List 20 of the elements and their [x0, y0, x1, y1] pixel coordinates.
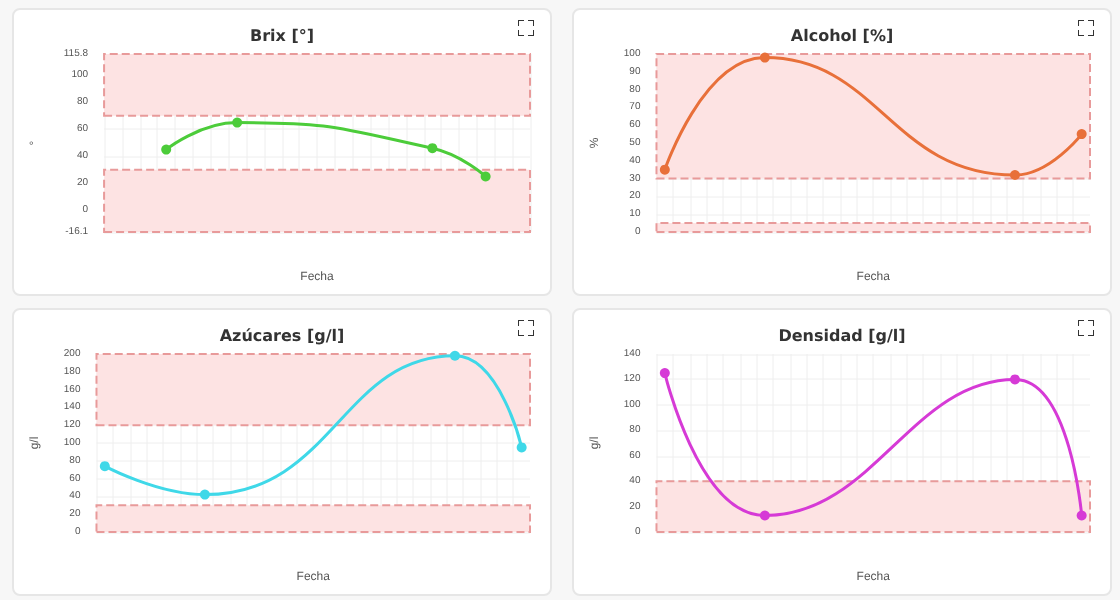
chart-title: Brix [°] — [249, 27, 315, 45]
point — [1076, 510, 1087, 521]
point — [1076, 129, 1087, 140]
point — [759, 510, 770, 521]
point — [427, 143, 438, 154]
chart-title: Alcohol [%] — [790, 27, 894, 45]
point — [99, 461, 110, 472]
point — [516, 442, 527, 453]
point — [199, 489, 210, 500]
chart-title: Azúcares [g/l] — [219, 327, 345, 345]
chart-title: Densidad [g/l] — [778, 327, 906, 345]
point — [232, 117, 243, 128]
point — [480, 171, 491, 182]
point — [659, 368, 670, 379]
point — [659, 164, 670, 175]
point — [161, 144, 172, 155]
point — [1009, 170, 1020, 181]
point — [759, 52, 770, 63]
point — [1009, 374, 1020, 385]
point — [449, 350, 460, 361]
